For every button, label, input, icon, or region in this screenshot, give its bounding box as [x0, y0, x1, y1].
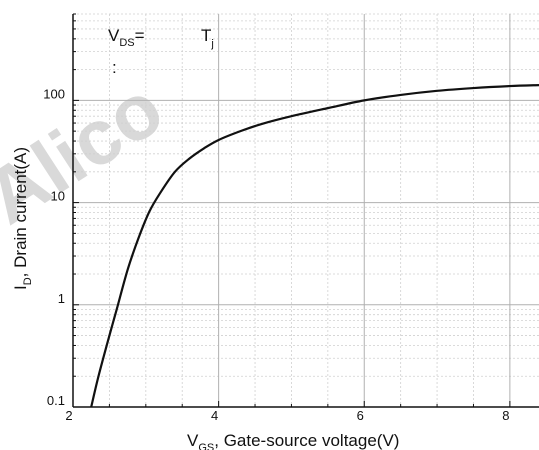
- y-tick-label: 1: [58, 291, 65, 306]
- annotation-line1: VDS= Tj: [108, 26, 214, 50]
- series-layer: [90, 84, 539, 408]
- x-tick-label: 8: [502, 408, 509, 423]
- annotation: VDS= Tj :: [108, 26, 214, 77]
- y-tick-label: 10: [51, 189, 65, 204]
- x-axis-title: VGS, Gate-source voltage(V): [187, 431, 399, 450]
- x-tick-label: 4: [211, 408, 218, 423]
- series-line-drain-current: [90, 84, 539, 408]
- y-tick-label: 0.1: [47, 393, 65, 408]
- x-tick-label: 6: [357, 408, 364, 423]
- grid: [73, 13, 539, 408]
- y-axis-title: ID, Drain current(A): [11, 147, 34, 290]
- x-tick-label: 2: [65, 408, 72, 423]
- y-tick-label: 100: [43, 86, 65, 101]
- axes: [72, 13, 539, 408]
- annotation-line2: :: [112, 58, 117, 77]
- tick-labels: 2 4 6 8 0.1 1 10 100: [43, 86, 509, 423]
